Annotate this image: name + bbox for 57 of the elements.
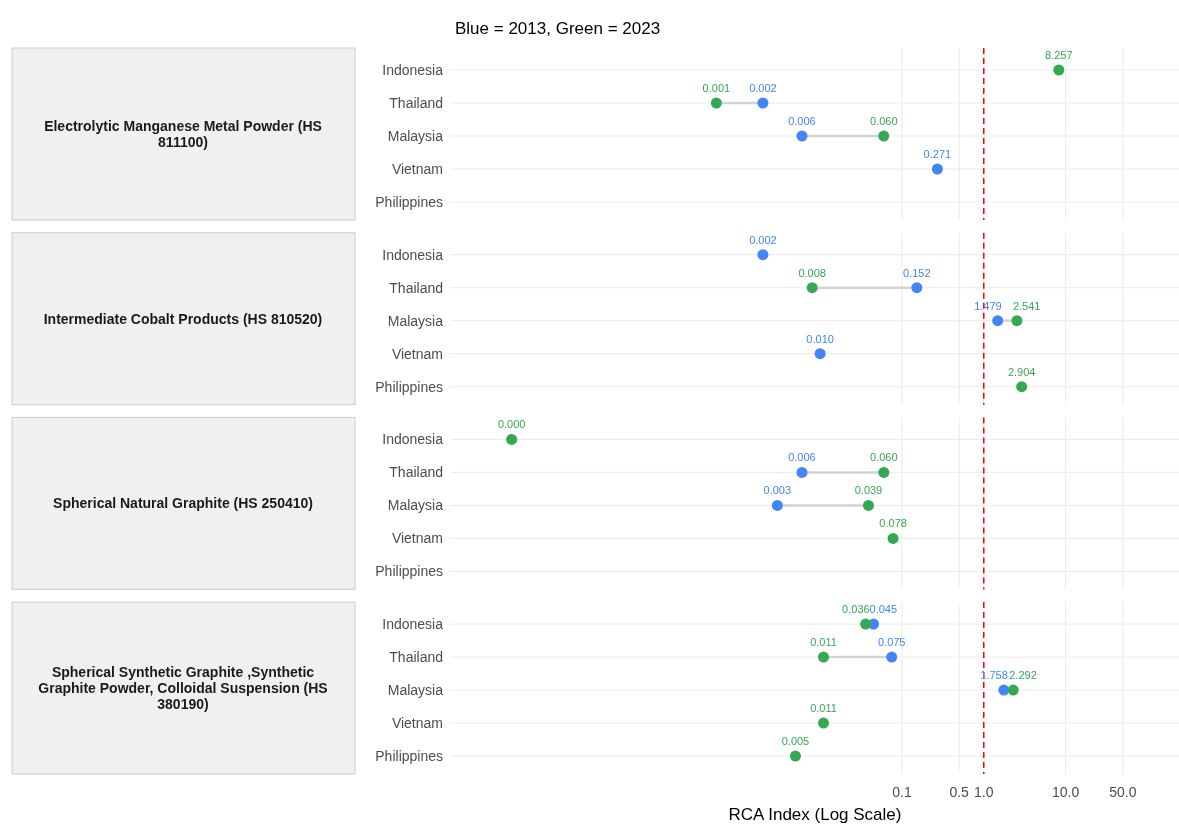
text: Intermediate Cobalt Products (HS 810520) [43,310,323,327]
y-tick-label: Thailand [389,95,443,111]
y-tick-label: Indonesia [382,246,444,263]
y-tick-label: Thailand [389,464,443,481]
data-label: 0.002 [749,82,777,94]
x-tick-label: 50.0 [1109,784,1137,801]
data-label: 0.001 [702,82,731,94]
data-label: 0.039 [854,484,883,497]
data-label: 0.011 [810,702,837,715]
data-label: 1.758 [980,669,1008,682]
data-label: 0.002 [749,233,777,246]
x-axis-title: RCA Index (Log Scale) [728,805,902,825]
text: Electrolytic Manganese Metal Powder (HS 811100) [44,118,322,150]
data-label: 0.271 [923,148,952,160]
y-tick-label: Malaysia [387,312,444,329]
data-label: 0.045 [869,603,898,616]
data-label: 0.005 [781,735,810,748]
y-tick-label: Philippines [375,563,443,580]
y-tick-label: Philippines [375,194,443,210]
y-tick-label: Vietnam [391,530,443,547]
data-label: 0.060 [870,451,898,464]
data-label: 0.011 [810,636,837,649]
data-label: 2.904 [1007,365,1036,378]
data-label: 0.036 [842,603,870,616]
y-tick-label: Malaysia [387,497,444,514]
x-tick-label: 0.1 [892,784,912,801]
x-tick-label: 10.0 [1051,784,1080,801]
y-tick-label: Philippines [375,748,443,765]
y-tick-label: Indonesia [382,616,444,633]
y-tick-label: Vietnam [391,161,443,177]
y-tick-label: Thailand [389,279,443,296]
data-label: 0.000 [497,418,526,431]
data-label: 2.292 [1009,669,1037,682]
y-tick-label: Indonesia [382,62,444,78]
y-tick-label: Indonesia [382,431,444,448]
data-label: 0.006 [788,451,816,464]
y-tick-label: Malaysia [387,128,444,144]
y-tick-label: Vietnam [391,715,443,732]
x-tick-label: 1.0 [974,784,994,801]
y-tick-label: Vietnam [391,345,443,362]
x-tick-label: 0.5 [949,784,970,801]
data-label: 0.078 [879,517,907,530]
data-label: 0.008 [798,266,826,279]
data-label: 0.152 [903,266,931,279]
y-tick-label: Philippines [375,378,443,395]
text: Spherical Synthetic Graphite ,Synthetic Graphite Powder, Colloidal Suspension (HS 380190) [38,664,328,713]
data-label: 2.541 [1012,299,1041,312]
y-tick-label: Malaysia [387,682,444,699]
data-label: 8.257 [1045,49,1073,61]
data-label: 0.075 [877,636,906,649]
data-label: 0.003 [763,484,792,497]
data-label: 0.006 [788,115,816,127]
data-label: 0.010 [806,332,834,345]
text: Blue = 2013, Green = 2023 [455,19,661,38]
text: Spherical Natural Graphite (HS 250410) [53,495,313,512]
y-tick-label: Thailand [389,649,443,666]
data-label: 0.060 [870,115,898,127]
